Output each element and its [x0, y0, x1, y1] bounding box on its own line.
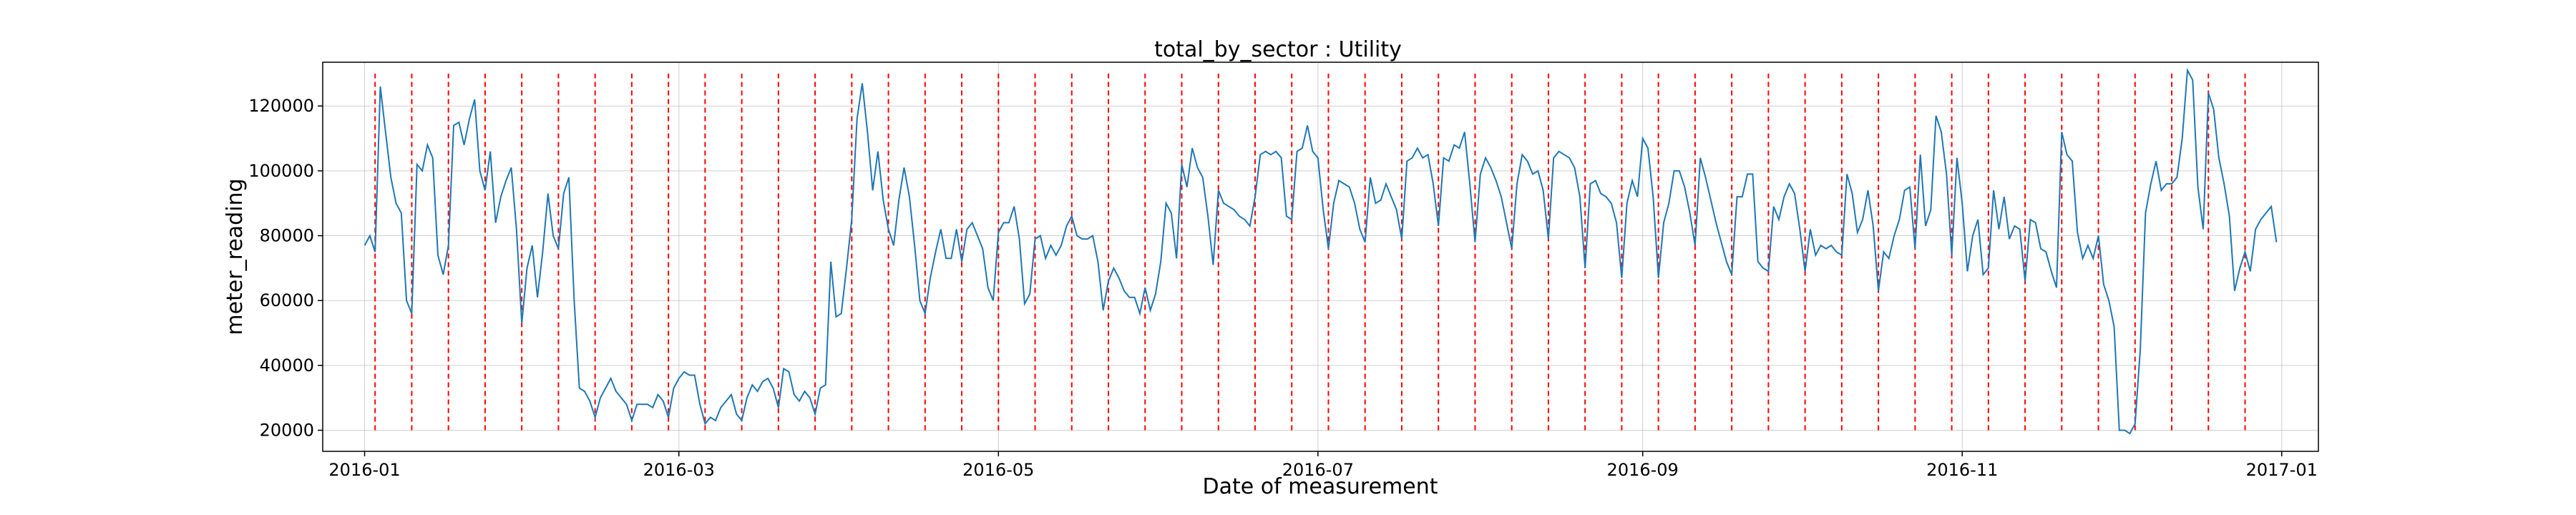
x-tick-label: 2016-01 — [328, 460, 400, 480]
y-tick-label: 100000 — [248, 161, 314, 181]
series-layer — [364, 67, 2278, 435]
chart-title: total_by_sector : Utility — [1154, 37, 1402, 62]
y-tick-label: 40000 — [260, 355, 314, 376]
y-gridlines — [323, 105, 2318, 431]
y-tick-label: 80000 — [260, 226, 314, 246]
x-tick-label: 2016-07 — [1282, 460, 1354, 480]
x-tick-label: 2016-11 — [1926, 460, 1998, 480]
x-gridlines — [364, 62, 2283, 451]
x-tick-label: 2016-09 — [1607, 460, 1679, 480]
y-tick-label: 60000 — [260, 290, 314, 310]
x-axis-ticks: 2016-01 2016-03 2016-05 2016-07 2016-09 2016-… — [328, 451, 2318, 480]
x-axis-label: Date of measurement — [1203, 474, 1438, 499]
y-tick-label: 120000 — [248, 96, 314, 116]
x-tick-label: 2017-01 — [2246, 460, 2318, 480]
x-tick-label: 2016-05 — [962, 460, 1034, 480]
x-tick-label: 2016-03 — [643, 460, 715, 480]
plot-area-frame — [322, 62, 2319, 452]
series-line — [364, 67, 2278, 435]
y-tick-label: 20000 — [260, 421, 314, 441]
y-axis-label: meter_reading — [223, 178, 248, 335]
y-axis-ticks: 20000 40000 60000 80000 100000 120000 — [248, 96, 323, 441]
week-markers — [374, 73, 2246, 431]
